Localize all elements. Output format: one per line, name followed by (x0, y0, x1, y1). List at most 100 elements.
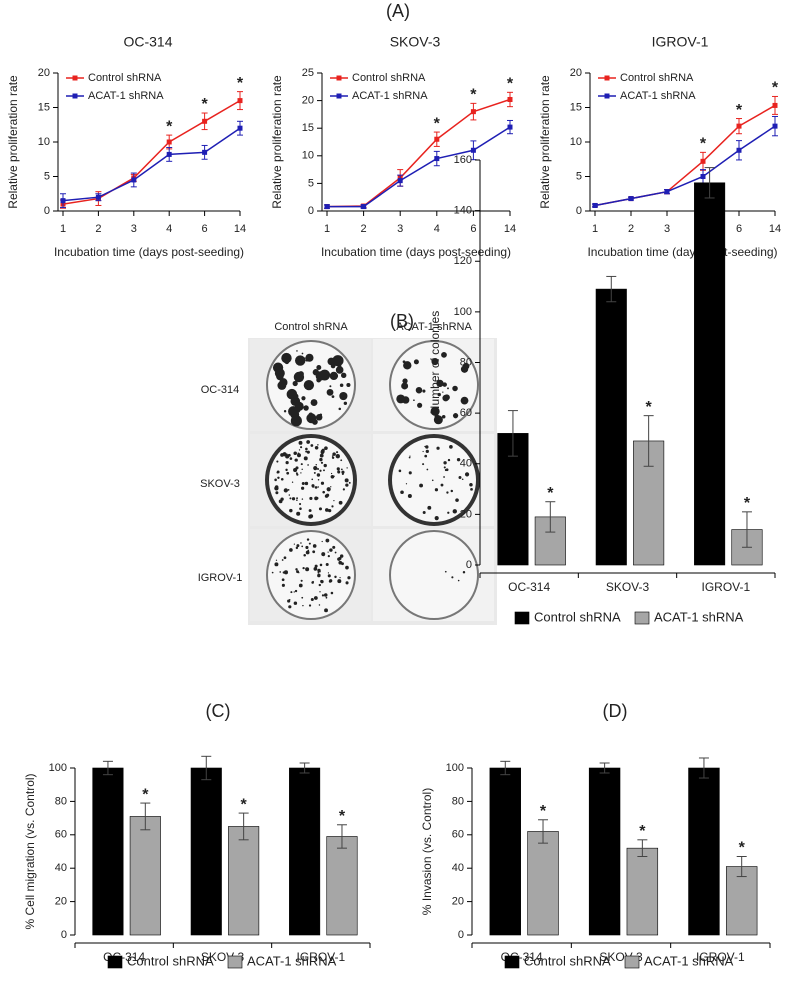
colony (338, 500, 343, 505)
colony (402, 378, 408, 384)
colony (337, 579, 342, 584)
legend-swatch (604, 75, 610, 81)
colony (415, 386, 423, 394)
colony (275, 559, 278, 561)
colony (318, 604, 321, 606)
colony (330, 475, 335, 479)
colony (299, 507, 302, 510)
colony (332, 545, 336, 549)
colony (319, 453, 324, 458)
colony (321, 552, 326, 557)
colony (441, 351, 447, 358)
colony (336, 451, 339, 454)
point (736, 123, 742, 129)
y-tick-label: 15 (570, 101, 582, 113)
colony (331, 455, 334, 457)
y-tick-label: 20 (460, 508, 472, 520)
colony (301, 352, 304, 355)
colony (296, 499, 298, 501)
colony (319, 369, 331, 381)
bar (289, 767, 321, 936)
panel-label: (A) (386, 1, 410, 21)
colony (308, 542, 311, 545)
colony (441, 414, 446, 419)
row-label: IGROV-1 (198, 572, 243, 584)
colony (318, 570, 321, 573)
colony (298, 440, 303, 445)
colony (403, 361, 412, 370)
annotation: * (646, 399, 653, 416)
colony (434, 516, 439, 521)
colony (452, 509, 457, 514)
y-tick-label: 20 (55, 896, 67, 908)
colony (281, 352, 292, 364)
colony (271, 571, 274, 574)
annotation: * (339, 808, 346, 825)
colony (283, 570, 288, 575)
colony (278, 499, 283, 504)
colony (425, 449, 429, 454)
x-tick-label: 6 (470, 223, 476, 235)
colony (305, 447, 308, 451)
x-tick-label: 2 (628, 223, 634, 235)
row-label: SKOV-3 (200, 478, 240, 490)
colony (292, 380, 298, 387)
series-line (327, 126, 511, 208)
colony (329, 385, 332, 388)
y-tick-label: 80 (452, 795, 464, 807)
colony (330, 472, 333, 475)
colony (470, 487, 473, 491)
colony (460, 396, 469, 405)
bar (190, 767, 222, 936)
legend-swatch (604, 93, 610, 99)
colony (280, 477, 284, 481)
colony (305, 545, 309, 550)
colony (455, 498, 459, 502)
colony (461, 478, 464, 481)
colony (323, 463, 327, 468)
point (628, 196, 634, 202)
colony (316, 365, 322, 370)
legend-swatch (504, 955, 520, 969)
legend-label: Control shRNA (524, 953, 611, 968)
chart-title: (C) (206, 701, 231, 721)
colony (293, 601, 298, 605)
colony (341, 470, 345, 474)
colony (443, 466, 446, 469)
chart-title: OC-314 (123, 34, 172, 50)
chart-title: (D) (603, 701, 628, 721)
colony (279, 571, 282, 573)
colony (279, 370, 284, 375)
colony (314, 446, 319, 450)
x-tick-label: 3 (131, 223, 137, 235)
x-tick-label: 2 (361, 223, 367, 235)
x-tick-label: 3 (664, 223, 670, 235)
colony (297, 452, 300, 455)
y-tick-label: 10 (38, 136, 50, 148)
colony (286, 471, 290, 475)
row-label: OC-314 (201, 384, 240, 396)
colony (301, 396, 306, 401)
colony (303, 405, 309, 411)
colony (449, 445, 453, 449)
legend-label: ACAT-1 shRNA (644, 953, 734, 968)
colony (314, 564, 318, 568)
colony (305, 550, 310, 555)
colony (458, 476, 462, 480)
colony (446, 491, 449, 494)
colony (327, 508, 332, 513)
series-line (62, 99, 241, 205)
y-tick-label: 20 (38, 67, 50, 79)
point (131, 177, 137, 183)
colony (323, 593, 328, 597)
colony (437, 392, 441, 397)
legend-swatch (107, 955, 123, 969)
x-axis-label: Incubation time (days post-seeding) (54, 245, 244, 259)
annotation: * (772, 80, 779, 97)
y-axis-label: % Invasion (vs. Control) (420, 788, 434, 915)
colony (402, 360, 406, 364)
x-tick-label: SKOV-3 (606, 580, 650, 594)
colony (293, 371, 305, 383)
colony (304, 481, 309, 486)
